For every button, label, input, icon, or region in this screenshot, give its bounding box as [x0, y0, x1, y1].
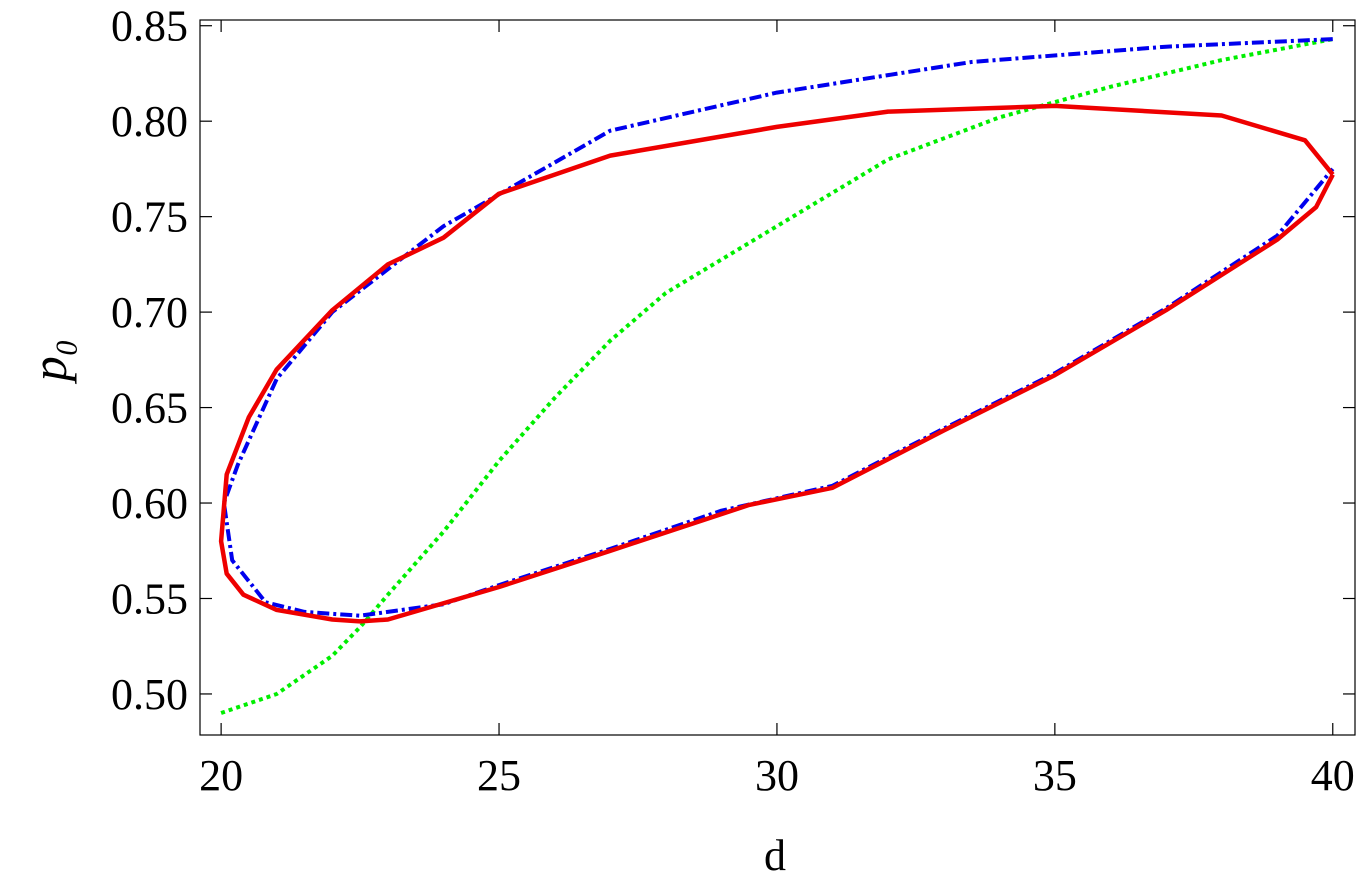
- x-tick-label: 35: [1033, 751, 1077, 800]
- series-line: [218, 103, 1335, 624]
- x-tick-label: 20: [199, 751, 243, 800]
- y-tick-label: 0.55: [111, 574, 188, 623]
- y-tick-label: 0.85: [111, 2, 188, 51]
- x-axis-label: d: [764, 831, 786, 880]
- y-tick-label: 0.60: [111, 479, 188, 528]
- y-tick-label: 0.50: [111, 670, 188, 719]
- y-tick-label: 0.70: [111, 288, 188, 337]
- y-tick-label: 0.75: [111, 193, 188, 242]
- x-tick-label: 25: [477, 751, 521, 800]
- x-tick-label: 40: [1311, 751, 1355, 800]
- y-axis-label: p₀: [21, 339, 77, 384]
- series-line: [220, 37, 1334, 715]
- y-tick-label: 0.65: [111, 384, 188, 433]
- x-tick-label: 30: [755, 751, 799, 800]
- series-line: [221, 37, 1335, 618]
- y-tick-label: 0.80: [111, 97, 188, 146]
